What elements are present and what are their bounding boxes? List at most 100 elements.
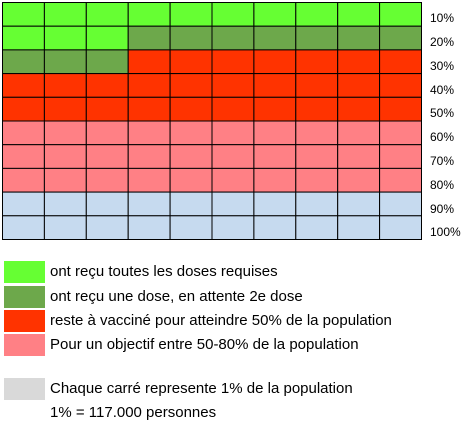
note-line-2: 1% = 117.000 personnes xyxy=(50,404,217,421)
grid-cell-to_80 xyxy=(253,167,297,193)
grid-cell-to_80 xyxy=(211,167,255,193)
grid-cell-to_50 xyxy=(253,96,297,122)
grid-cell-one_dose xyxy=(85,49,129,75)
grid-cell-to_50 xyxy=(337,73,381,98)
grid-cell-to_50 xyxy=(379,96,422,122)
grid-cell-to_50 xyxy=(127,49,171,75)
grid-cell-to_80 xyxy=(337,144,381,169)
grid-cell-to_80 xyxy=(337,167,381,193)
grid-cell-rest xyxy=(253,215,297,240)
grid-cell-to_80 xyxy=(2,144,45,169)
grid-cell-to_50 xyxy=(379,73,422,98)
grid-cell-full xyxy=(295,2,339,27)
legend-swatch xyxy=(4,286,45,308)
grid-cell-full xyxy=(379,2,422,27)
grid-cell-one_dose xyxy=(295,25,339,51)
legend-item-full: ont reçu toutes les doses requises xyxy=(2,261,472,283)
grid-cell-one_dose xyxy=(43,49,87,75)
note-swatch xyxy=(4,378,45,400)
note-item: Chaque carré represente 1% de la populat… xyxy=(2,378,472,400)
grid-cell-rest xyxy=(127,191,171,217)
grid-cell-rest xyxy=(379,215,422,240)
grid-cell-to_50 xyxy=(211,96,255,122)
grid-cell-to_80 xyxy=(253,144,297,169)
legend-label: ont reçu une dose, en attente 2e dose xyxy=(50,288,303,305)
legend-item-to-50: reste à vacciné pour atteindre 50% de la… xyxy=(2,310,472,332)
grid-cell-to_80 xyxy=(127,120,171,146)
grid-cell-to_80 xyxy=(379,167,422,193)
grid-cell-to_50 xyxy=(379,49,422,75)
grid-cell-to_80 xyxy=(43,167,87,193)
grid-cell-full xyxy=(2,2,45,27)
grid-cell-rest xyxy=(337,215,381,240)
grid-cell-to_80 xyxy=(2,120,45,146)
grid-cell-to_50 xyxy=(169,49,213,75)
grid-cell-rest xyxy=(211,215,255,240)
grid-cell-to_80 xyxy=(379,144,422,169)
grid-cell-to_80 xyxy=(169,120,213,146)
grid-cell-to_80 xyxy=(295,144,339,169)
grid-cell-rest xyxy=(127,215,171,240)
legend-swatch xyxy=(4,334,45,356)
grid-cell-to_50 xyxy=(85,96,129,122)
grid-cell-full xyxy=(2,25,45,51)
grid-cell-to_80 xyxy=(295,167,339,193)
row-label: 90% xyxy=(430,202,455,216)
grid-cell-one_dose xyxy=(337,25,381,51)
row-label: 60% xyxy=(430,130,455,144)
grid-cell-rest xyxy=(295,191,339,217)
grid-cell-one_dose xyxy=(379,25,422,51)
grid-cell-one_dose xyxy=(169,25,213,51)
grid-cell-to_50 xyxy=(43,73,87,98)
vaccination-grid-chart xyxy=(2,2,422,240)
legend-label: ont reçu toutes les doses requises xyxy=(50,263,278,280)
grid-cell-rest xyxy=(253,191,297,217)
grid-cell-to_80 xyxy=(43,120,87,146)
grid-cell-to_80 xyxy=(253,120,297,146)
grid-cell-to_50 xyxy=(211,73,255,98)
legend-swatch xyxy=(4,261,45,283)
grid-cell-one_dose xyxy=(211,25,255,51)
row-label: 70% xyxy=(430,154,455,168)
grid-cell-rest xyxy=(337,191,381,217)
grid-cell-to_50 xyxy=(253,73,297,98)
row-label: 10% xyxy=(430,11,455,25)
grid-cell-to_80 xyxy=(379,120,422,146)
grid-cell-to_50 xyxy=(253,49,297,75)
grid-cell-to_50 xyxy=(295,49,339,75)
grid-cell-rest xyxy=(169,191,213,217)
grid-cell-full xyxy=(253,2,297,27)
grid-cell-to_50 xyxy=(127,73,171,98)
grid-cell-full xyxy=(43,2,87,27)
grid-cell-to_80 xyxy=(43,144,87,169)
grid-cell-to_50 xyxy=(295,73,339,98)
grid-cell-to_50 xyxy=(169,96,213,122)
legend-swatch xyxy=(4,310,45,332)
grid-cell-rest xyxy=(379,191,422,217)
note-line-1: Chaque carré represente 1% de la populat… xyxy=(50,380,353,397)
grid-cell-rest xyxy=(43,215,87,240)
grid-cell-to_80 xyxy=(85,167,129,193)
grid-cell-to_50 xyxy=(169,73,213,98)
legend-item-to-80: Pour un objectif entre 50-80% de la popu… xyxy=(2,334,472,356)
grid-cell-rest xyxy=(85,215,129,240)
grid-cell-rest xyxy=(169,215,213,240)
grid-cell-to_80 xyxy=(85,120,129,146)
grid-cell-to_80 xyxy=(127,167,171,193)
grid-cell-rest xyxy=(295,215,339,240)
grid-cell-to_80 xyxy=(211,120,255,146)
grid-cell-full xyxy=(85,25,129,51)
grid-cell-to_50 xyxy=(337,49,381,75)
grid-cell-full xyxy=(337,2,381,27)
grid-cell-to_50 xyxy=(2,96,45,122)
row-label: 100% xyxy=(430,225,461,239)
grid-cell-to_50 xyxy=(295,96,339,122)
grid-cell-to_50 xyxy=(85,73,129,98)
grid-cell-to_50 xyxy=(43,96,87,122)
row-label: 80% xyxy=(430,178,455,192)
grid-cell-to_50 xyxy=(337,96,381,122)
grid-cell-one_dose xyxy=(2,49,45,75)
row-label: 20% xyxy=(430,35,455,49)
row-label: 40% xyxy=(430,83,455,97)
grid-cell-rest xyxy=(43,191,87,217)
